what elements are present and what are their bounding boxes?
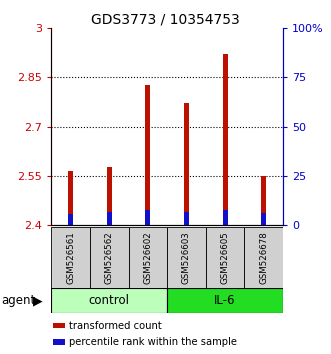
Bar	[222, 54, 228, 225]
Bar	[68, 171, 73, 225]
Text: GSM526605: GSM526605	[220, 231, 230, 284]
FancyBboxPatch shape	[244, 227, 283, 289]
Bar	[145, 210, 150, 225]
Text: GSM526561: GSM526561	[66, 231, 75, 284]
Bar	[107, 166, 112, 225]
Bar	[184, 212, 189, 225]
Text: IL-6: IL-6	[214, 294, 236, 307]
FancyBboxPatch shape	[128, 227, 167, 289]
FancyBboxPatch shape	[90, 227, 128, 289]
Bar	[145, 85, 150, 225]
FancyBboxPatch shape	[51, 288, 167, 313]
Bar	[222, 210, 228, 225]
FancyBboxPatch shape	[167, 288, 283, 313]
Bar	[107, 212, 112, 225]
Text: control: control	[89, 294, 130, 307]
Text: percentile rank within the sample: percentile rank within the sample	[70, 337, 237, 347]
Bar	[184, 103, 189, 225]
Text: agent: agent	[2, 294, 36, 307]
Text: GDS3773 / 10354753: GDS3773 / 10354753	[91, 12, 240, 27]
Bar	[261, 213, 266, 225]
Bar	[53, 339, 65, 345]
Bar	[261, 176, 266, 225]
Text: ▶: ▶	[33, 294, 43, 307]
Text: transformed count: transformed count	[70, 321, 162, 331]
Text: GSM526562: GSM526562	[105, 231, 114, 284]
FancyBboxPatch shape	[206, 227, 244, 289]
Bar	[53, 323, 65, 329]
FancyBboxPatch shape	[51, 227, 90, 289]
Text: GSM526678: GSM526678	[259, 231, 268, 284]
FancyBboxPatch shape	[167, 227, 206, 289]
Bar	[68, 214, 73, 225]
Text: GSM526603: GSM526603	[182, 231, 191, 284]
Text: GSM526602: GSM526602	[143, 231, 152, 284]
